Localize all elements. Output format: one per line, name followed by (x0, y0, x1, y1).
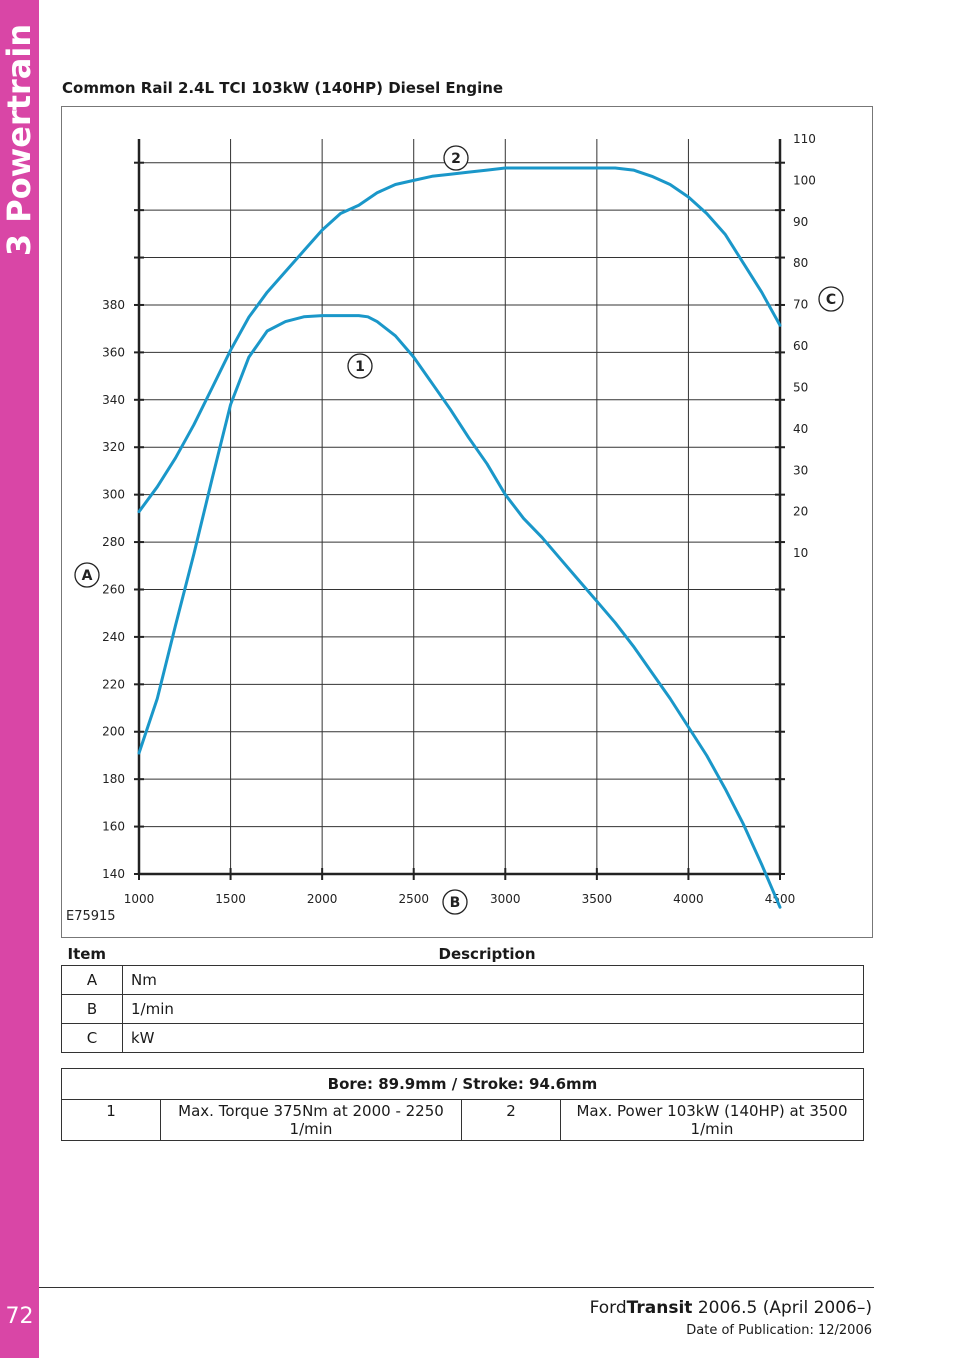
items-header-description: Description (438, 945, 536, 963)
axis-marker-a: A (82, 568, 93, 584)
x-tick-label: 4000 (673, 892, 704, 906)
y-left-tick-label: 300 (102, 488, 125, 502)
footer-rule (39, 1287, 874, 1288)
curve-marker-1: 1 (355, 359, 365, 375)
y-right-tick-label: 100 (793, 173, 816, 187)
power-curve (137, 166, 782, 514)
page-heading: Common Rail 2.4L TCI 103kW (140HP) Diese… (62, 79, 504, 97)
item-cell: B (61, 994, 123, 1024)
y-right-tick-label: 90 (793, 215, 808, 229)
y-left-tick-label: 180 (102, 772, 125, 786)
y-right-tick-label: 110 (793, 132, 816, 146)
x-tick-label: 2000 (307, 892, 338, 906)
chart-frame (61, 106, 873, 938)
y-right-tick-label: 20 (793, 505, 808, 519)
x-tick-label: 3500 (582, 892, 613, 906)
y-left-tick-label: 320 (102, 440, 125, 454)
axis-marker-b: B (450, 895, 461, 911)
footer-model: FordTransit 2006.5 (April 2006–) (589, 1298, 872, 1318)
spec-table: Bore: 89.9mm / Stroke: 94.6mm 1 Max. Tor… (61, 1068, 864, 1141)
x-tick-label: 2500 (398, 892, 429, 906)
y-right-tick-label: 60 (793, 339, 808, 353)
axis-marker-a-circle (74, 562, 100, 588)
x-tick-label: 1000 (124, 892, 155, 906)
table-row: B 1/min (61, 994, 864, 1024)
y-left-tick-label: 260 (102, 582, 125, 596)
x-tick-label: 4500 (765, 892, 796, 906)
curve-marker-1-circle (347, 353, 373, 379)
curve-marker-2: 2 (451, 151, 461, 167)
table-row: A Nm (61, 965, 864, 995)
spec-title: Bore: 89.9mm / Stroke: 94.6mm (61, 1068, 864, 1100)
section-sidebar: 3 Powertrain 72 (0, 0, 39, 1358)
y-left-tick-label: 200 (102, 725, 125, 739)
y-left-tick-label: 140 (102, 867, 125, 881)
spec-description: Max. Power 103kW (140HP) at 3500 1/min (560, 1099, 864, 1141)
description-cell: Nm (122, 965, 864, 995)
items-header-item: Item (67, 945, 107, 963)
items-table: Item Description A Nm B 1/min C kW (61, 945, 864, 1053)
table-row: C kW (61, 1023, 864, 1053)
y-left-tick-label: 160 (102, 820, 125, 834)
x-tick-label: 3000 (490, 892, 521, 906)
x-tick-label: 1500 (215, 892, 246, 906)
spec-description: Max. Torque 375Nm at 2000 - 2250 1/min (160, 1099, 462, 1141)
page-number: 72 (5, 1304, 34, 1329)
footer-date: Date of Publication: 12/2006 (686, 1323, 872, 1338)
spec-marker: 1 (61, 1099, 161, 1141)
y-left-tick-label: 360 (102, 345, 125, 359)
y-right-tick-label: 10 (793, 546, 808, 560)
y-left-tick-label: 220 (102, 677, 125, 691)
y-left-tick-label: 240 (102, 630, 125, 644)
table-row: 1 Max. Torque 375Nm at 2000 - 2250 1/min… (61, 1099, 864, 1141)
axis-marker-c: C (826, 292, 836, 308)
y-right-tick-label: 30 (793, 463, 808, 477)
curve-marker-2-circle (443, 145, 469, 171)
item-cell: C (61, 1023, 123, 1053)
engine-performance-chart: 1000 1500 2000 2500 3000 3500 4000 450014016018… (66, 132, 844, 924)
description-cell: 1/min (122, 994, 864, 1024)
description-cell: kW (122, 1023, 864, 1053)
y-right-tick-label: 70 (793, 298, 808, 312)
item-cell: A (61, 965, 123, 995)
y-left-tick-label: 380 (102, 298, 125, 312)
y-right-tick-label: 40 (793, 422, 808, 436)
y-left-tick-label: 280 (102, 535, 125, 549)
torque-curve (137, 314, 782, 909)
y-right-tick-label: 50 (793, 380, 808, 394)
figure-id: E75915 (66, 909, 116, 924)
axis-marker-c-circle (818, 286, 844, 312)
axis-marker-b-circle (442, 889, 468, 915)
y-left-tick-label: 340 (102, 393, 125, 407)
y-right-tick-label: 80 (793, 256, 808, 270)
spec-marker: 2 (461, 1099, 561, 1141)
